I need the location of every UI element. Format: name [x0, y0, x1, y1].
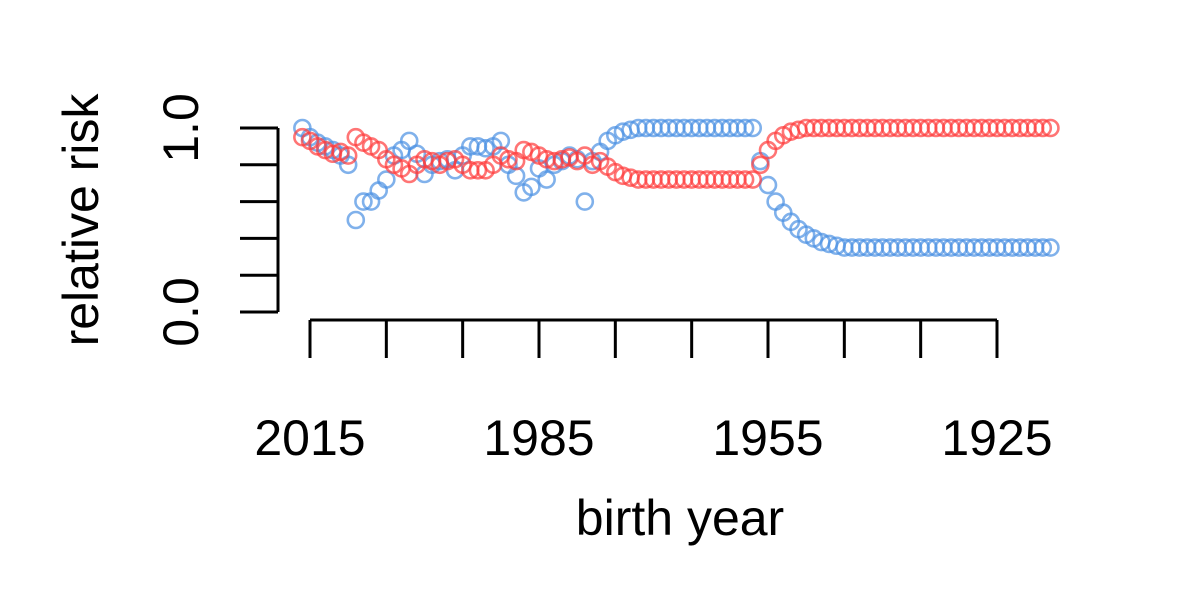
x-tick-label: 1985 [483, 410, 594, 466]
point [743, 118, 763, 138]
point [575, 192, 595, 211]
point [522, 177, 541, 197]
point [735, 118, 755, 138]
point [476, 138, 495, 158]
point [537, 170, 556, 189]
point [1041, 238, 1060, 257]
x-axis-label: birth year [576, 490, 784, 546]
point [354, 192, 373, 211]
point [377, 170, 396, 189]
point [1041, 118, 1060, 138]
point [346, 210, 366, 230]
point [369, 181, 389, 200]
x-tick-label: 1955 [712, 410, 823, 466]
y-tick-label: 0.0 [153, 277, 209, 347]
point [338, 146, 358, 165]
point [499, 149, 518, 169]
point [751, 155, 770, 175]
y-tick-label: 1.0 [153, 93, 209, 163]
point [766, 192, 785, 211]
x-tick-label: 2015 [254, 410, 365, 466]
x-tick-label: 1925 [941, 410, 1052, 466]
y-axis-label: relative risk [53, 93, 109, 347]
point [735, 170, 755, 189]
point [743, 170, 763, 189]
point [1033, 118, 1053, 138]
point [758, 175, 778, 195]
point [1033, 238, 1053, 257]
